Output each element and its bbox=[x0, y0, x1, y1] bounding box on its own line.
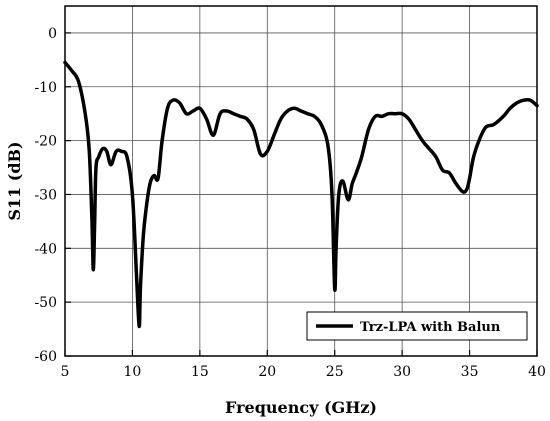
axis-ticks bbox=[64, 32, 538, 357]
y-tick-label: -10 bbox=[34, 80, 57, 96]
series-line-trz-lpa bbox=[63, 60, 539, 329]
legend-label: Trz-LPA with Balun bbox=[360, 320, 501, 335]
x-tick-label: 25 bbox=[326, 364, 344, 380]
y-tick-label: 0 bbox=[48, 26, 57, 42]
x-tick-label: 15 bbox=[191, 364, 209, 380]
x-tick-label: 20 bbox=[258, 364, 276, 380]
y-tick-labels: 0 -10 -20 -30 -40 -50 -60 bbox=[34, 26, 57, 365]
y-tick-label: -30 bbox=[34, 187, 57, 203]
x-axis-title: Frequency (GHz) bbox=[225, 398, 377, 417]
x-tick-label: 40 bbox=[528, 364, 546, 380]
x-tick-label: 35 bbox=[461, 364, 479, 380]
y-tick-label: -20 bbox=[34, 134, 57, 150]
grid-lines bbox=[64, 6, 538, 357]
y-tick-label: -50 bbox=[34, 295, 57, 311]
plot-frame bbox=[64, 5, 538, 357]
x-tick-label: 30 bbox=[393, 364, 411, 380]
y-tick-label: -40 bbox=[34, 241, 57, 257]
y-tick-label: -60 bbox=[34, 349, 57, 365]
x-tick-labels: 5 10 15 20 25 30 35 40 bbox=[61, 364, 546, 380]
y-axis-title: S11 (dB) bbox=[5, 141, 24, 220]
x-tick-label: 5 bbox=[61, 364, 70, 380]
x-tick-label: 10 bbox=[124, 364, 142, 380]
legend: Trz-LPA with Balun bbox=[306, 311, 528, 341]
plot-background bbox=[65, 6, 537, 356]
